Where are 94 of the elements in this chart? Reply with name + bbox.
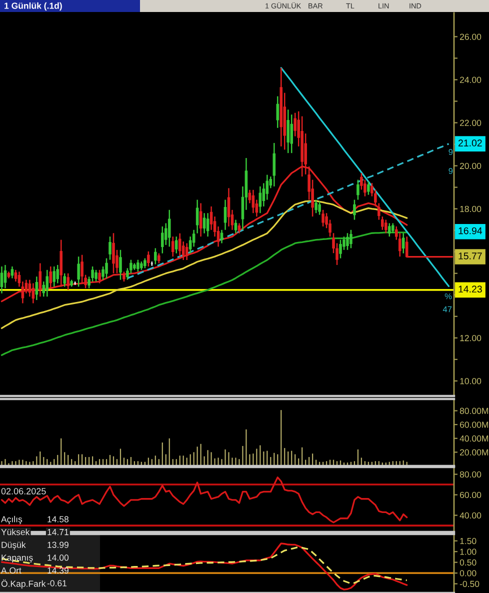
y-tick-label: 80.00 [460,471,482,478]
annotation: % [444,293,452,300]
candlestick [122,271,126,282]
candlestick [112,232,115,274]
candlestick [384,219,388,234]
candlestick [171,236,174,258]
candlestick [56,264,60,284]
annotation: 47 [442,306,452,312]
chart-title: 1 Günlük (.1d) [4,2,62,11]
line-series [0,476,408,524]
y-tick-label: 10.00 [460,378,482,384]
candlestick [144,258,146,269]
candlestick [63,272,66,288]
candlestick [14,269,18,282]
annotation: Ö.Kap.Fark [1,579,46,589]
y-tick-label: 1.50 [460,538,476,544]
candlestick [391,222,394,234]
candlestick [353,199,356,220]
candlestick [147,250,150,268]
candlestick [35,276,38,301]
y-tick-label: 40.00M [460,435,488,442]
y-tick-label: 12.00 [460,334,482,342]
candlestick [66,272,70,291]
candlestick [158,252,160,264]
annotation: 14.00 [48,554,69,561]
annotation: 9 [448,168,453,174]
y-tick-label: 80.00M [460,408,488,414]
y-tick-label: 18.00 [460,206,482,212]
candlestick [196,199,199,234]
candlestick [272,142,276,188]
candlestick [185,242,188,261]
line-series [280,67,450,288]
annotation: 02.06.2025 [1,488,46,494]
annotation: Kapanış [2,554,33,562]
candlestick [286,108,290,154]
annotation: 9 [448,149,453,155]
candlestick [258,186,262,214]
candlestick [350,229,352,249]
candlestick [238,222,241,234]
y-tick-label: 1.00 [460,548,476,555]
annotation: 14.71 [48,529,68,536]
candlestick [388,222,391,238]
candlestick [46,269,49,298]
candlestick [356,179,360,200]
y-tick-label: -0.50 [460,580,480,588]
candlestick [10,266,14,279]
candlestick [94,269,98,282]
y-tick-label: 22.00 [460,120,482,126]
annotation: 15.77 [458,252,482,260]
y-tick-label: 60.00M [460,422,488,428]
line-series [0,542,408,590]
y-tick-label: 20.00M [460,449,488,456]
candlestick [346,232,349,251]
candlestick [276,96,280,129]
candlestick [290,114,294,154]
y-tick-label: 26.00 [460,34,482,40]
candlestick [367,180,370,196]
y-tick-label: 0.00 [460,570,476,576]
annotation: 13.99 [48,542,68,548]
candlestick [206,212,210,238]
candlestick [119,249,122,280]
line-series [126,142,450,280]
candlestick [339,239,342,259]
candlestick [160,226,164,254]
y-tick-label: 20.00 [460,162,482,170]
candlestick [202,212,206,234]
annotation: 16.94 [458,227,482,234]
y-tick-label: 40.00 [460,512,482,519]
candlestick [80,254,84,284]
candlestick [314,199,318,214]
y-tick-label: 0.50 [460,559,476,566]
y-tick-label: 24.00 [460,76,482,83]
annotation: Yüksek [1,528,30,536]
candlestick [136,259,140,272]
candlestick [52,266,56,288]
annotation: Düşük [2,542,26,550]
annotation: Açılış [1,516,22,524]
candlestick [105,258,108,279]
annotation: 21.02 [458,140,482,146]
annotation: -0.61 [47,580,67,586]
candlestick [174,236,178,254]
ref-line-label: 14.23 [458,286,482,293]
candlestick [318,200,321,216]
candlestick [108,236,112,260]
candlestick [98,269,101,284]
candlestick [402,232,405,254]
candlestick [322,209,324,228]
candlestick [168,209,171,248]
candlestick [154,248,157,265]
candlestick [77,256,80,288]
candlestick [49,266,52,289]
candlestick [60,239,63,288]
annotation: 14.58 [48,516,69,522]
y-tick-label: 60.00 [460,492,482,498]
